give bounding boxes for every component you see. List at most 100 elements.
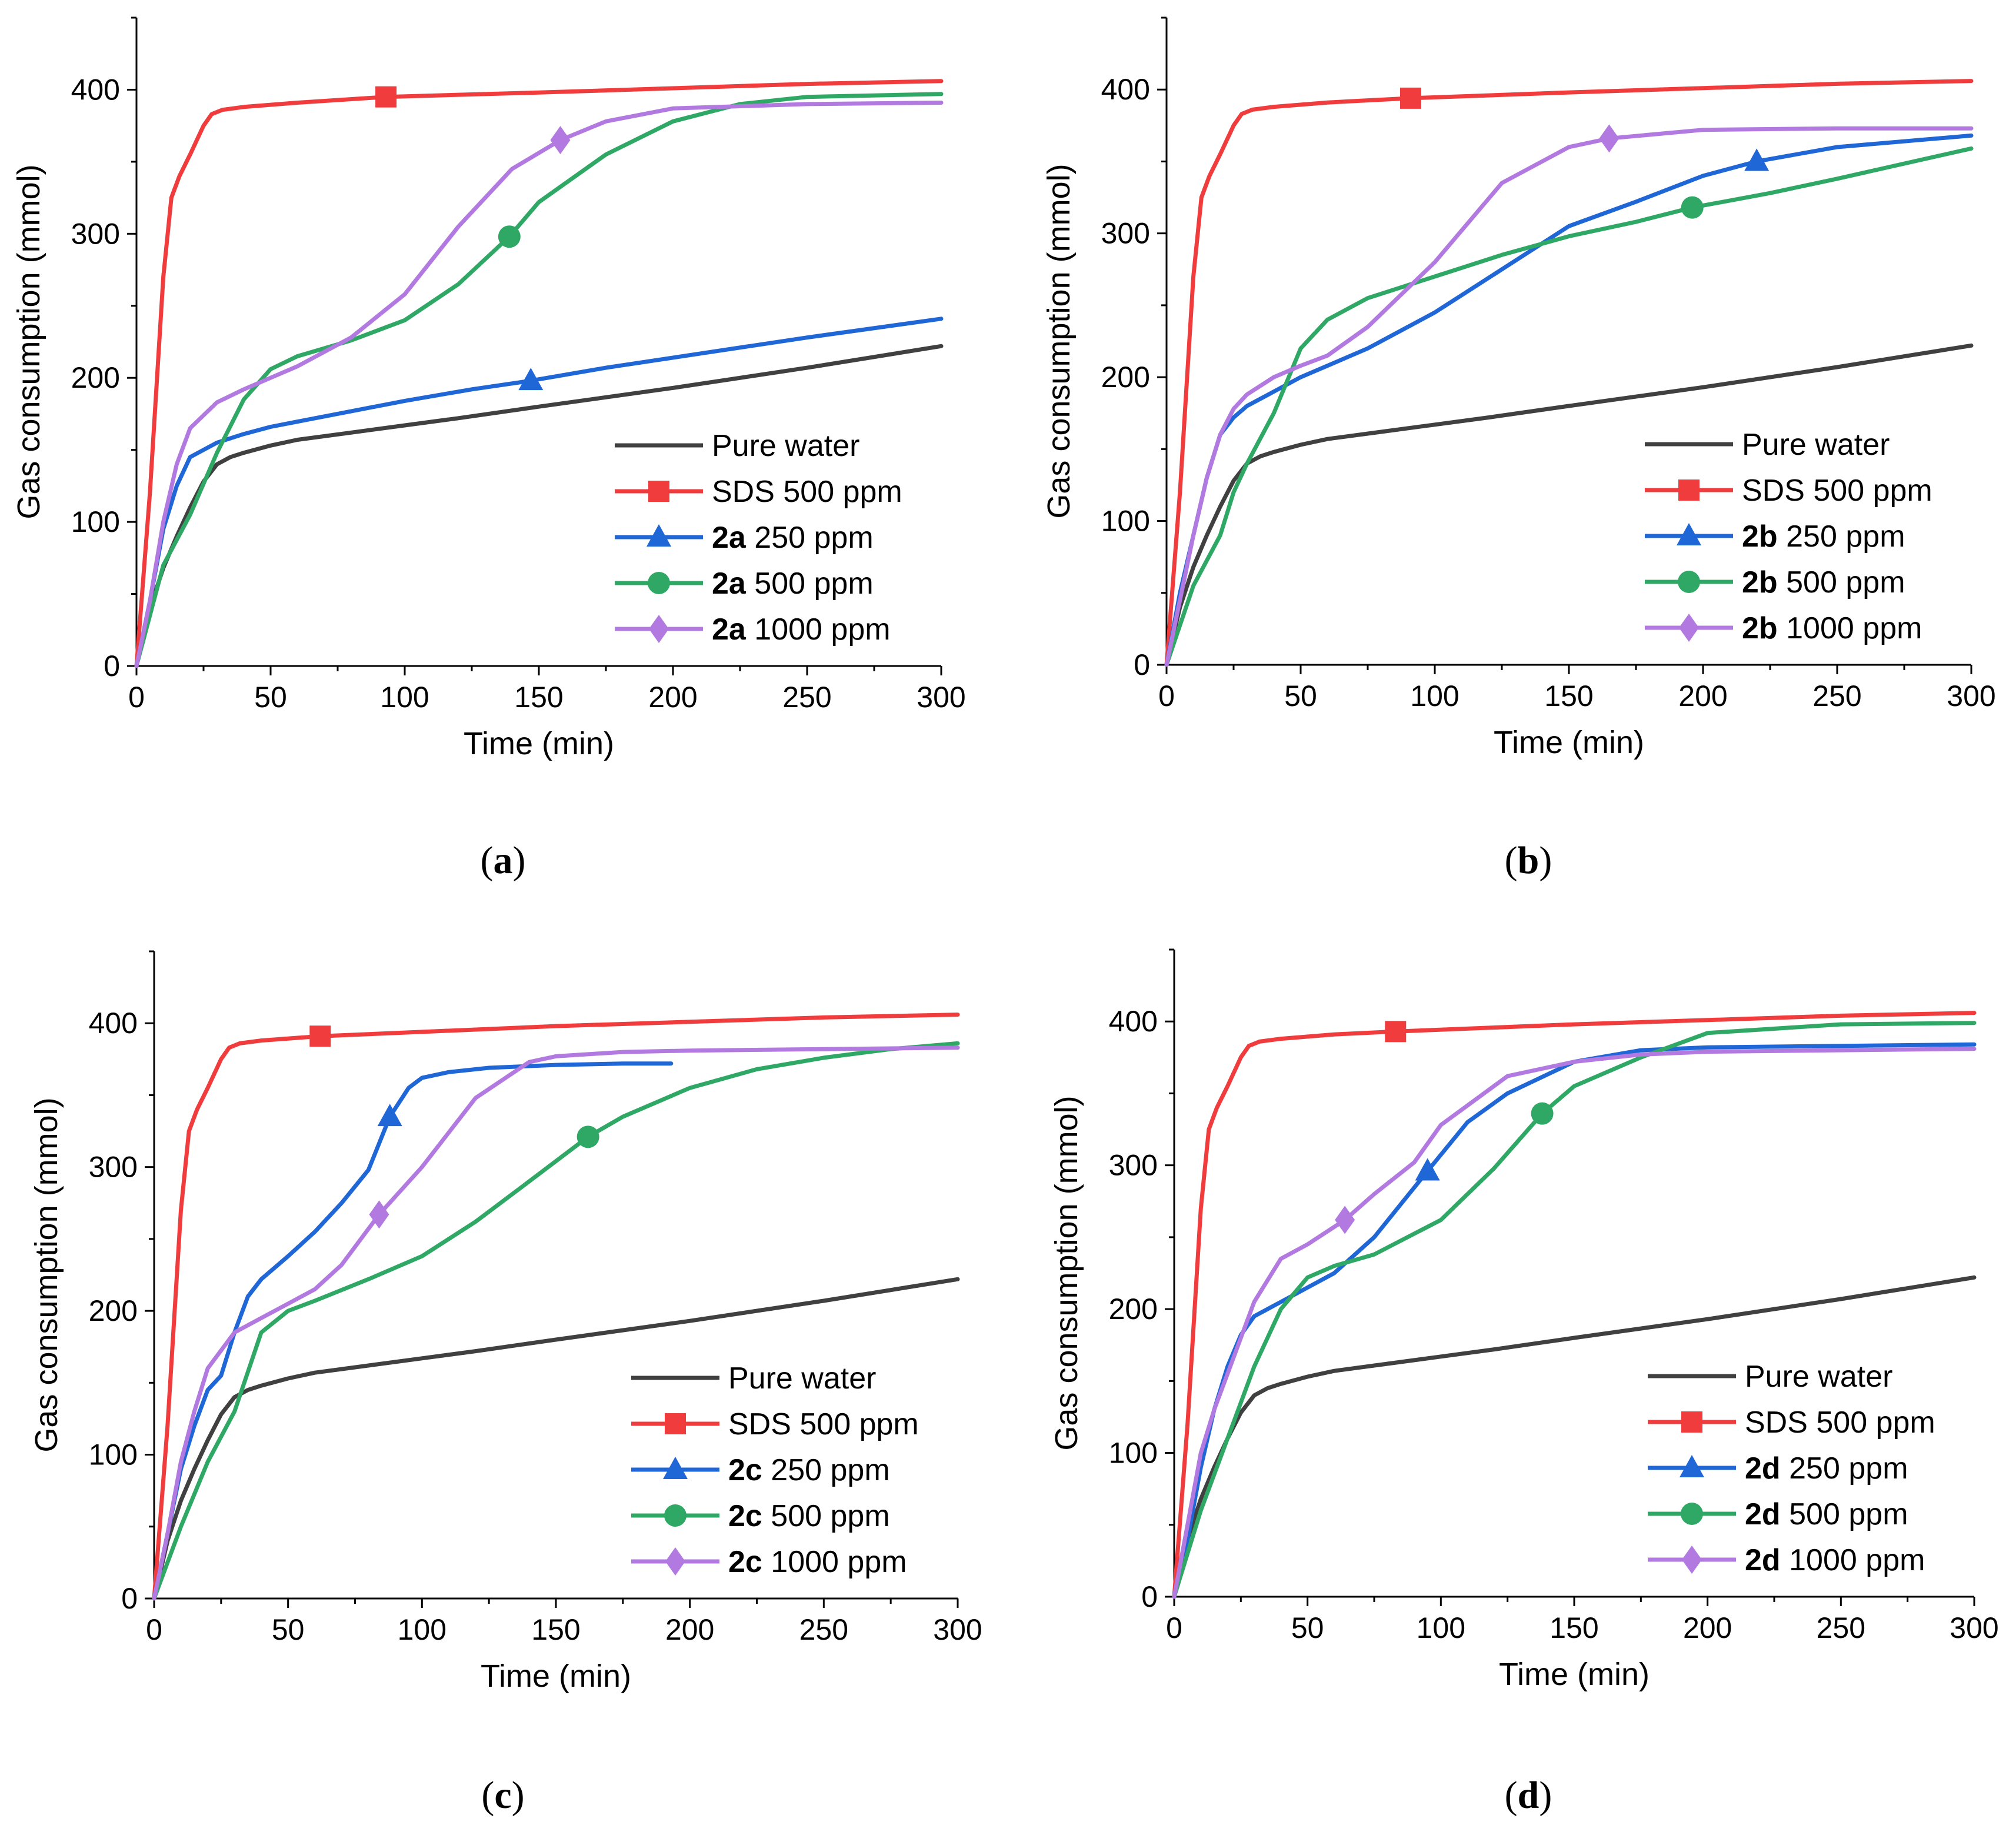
series-marker-sds [309, 1025, 331, 1047]
legend-label-c250: 2b 250 ppm [1742, 519, 1905, 554]
x-axis-label: Time (min) [464, 726, 614, 761]
series-line-c1000 [152, 1045, 960, 1601]
legend-label-c500: 2a 500 ppm [712, 567, 874, 601]
x-tick-label: 0 [146, 1613, 162, 1646]
legend-label-pure_water: Pure water [712, 429, 859, 463]
y-axis-label: Gas consumption (mmol) [29, 1097, 64, 1452]
x-tick-label: 100 [1410, 680, 1459, 712]
chart-a: 0 50 100 150 200 250 300 0 100 200 300 400 Time (min… [11, 16, 966, 761]
series-marker-c500 [1681, 196, 1704, 219]
series-marker-sds [1399, 87, 1421, 109]
x-tick-label: 150 [1544, 680, 1593, 712]
legend-marker-c1000 [665, 1547, 685, 1576]
legend-marker-sds [665, 1413, 686, 1434]
legend-label-c250: 2c 250 ppm [728, 1453, 890, 1487]
x-tick-label: 300 [1950, 1611, 1998, 1644]
series-marker-c250 [1415, 1158, 1440, 1181]
y-tick-label: 0 [1134, 648, 1150, 681]
y-tick-label: 300 [1101, 217, 1150, 250]
x-tick-label: 200 [1678, 680, 1727, 712]
x-tick-label: 300 [933, 1613, 982, 1646]
x-tick-label: 200 [648, 681, 697, 714]
legend-label-c1000: 2c 1000 ppm [728, 1545, 907, 1579]
chart-d: 0 50 100 150 200 250 300 0 100 200 300 400 Time (min… [1049, 948, 1999, 1692]
legend-marker-sds [1681, 1411, 1702, 1433]
legend-marker-c500 [664, 1504, 687, 1527]
y-tick-label: 100 [71, 505, 120, 538]
x-tick-label: 300 [917, 681, 965, 714]
series-marker-c250 [377, 1104, 402, 1127]
y-tick-label: 0 [121, 1582, 138, 1615]
x-tick-label: 100 [380, 681, 429, 714]
legend-label-c500: 2c 500 ppm [728, 1499, 890, 1533]
y-tick-label: 200 [1109, 1293, 1158, 1326]
x-tick-label: 150 [514, 681, 563, 714]
series-line-sds [1172, 1011, 1977, 1599]
legend-label-c1000: 2b 1000 ppm [1742, 611, 1922, 645]
series-line-sds [134, 79, 944, 668]
series-marker-c250 [1744, 148, 1770, 171]
legend-label-c250: 2d 250 ppm [1745, 1451, 1908, 1486]
x-tick-label: 100 [1417, 1611, 1465, 1644]
series-marker-c500 [1531, 1102, 1554, 1125]
y-tick-label: 0 [104, 650, 120, 682]
y-tick-label: 200 [71, 361, 120, 394]
y-axis-label: Gas consumption (mmol) [1041, 164, 1077, 518]
series-marker-c1000 [550, 126, 571, 155]
chart-b: 0 50 100 150 200 250 300 0 100 200 300 400 Time (min… [1041, 16, 1996, 760]
x-tick-label: 0 [1158, 680, 1175, 712]
x-tick-label: 50 [1284, 680, 1317, 712]
panel-label-a: (a) [480, 839, 526, 882]
y-tick-label: 100 [1109, 1437, 1158, 1470]
panel-c: 0 50 100 150 200 250 300 0 100 200 300 400 Time (min… [0, 917, 1008, 1834]
series-line-c500 [134, 92, 944, 668]
y-tick-label: 400 [71, 73, 120, 106]
series-line-c250 [134, 317, 944, 668]
x-tick-label: 250 [1812, 680, 1861, 712]
x-axis-label: Time (min) [1499, 1657, 1650, 1692]
y-tick-label: 200 [1101, 361, 1150, 394]
series-marker-c500 [498, 225, 521, 248]
legend-label-c1000: 2d 1000 ppm [1745, 1543, 1925, 1577]
legend-label-sds: SDS 500 ppm [1745, 1406, 1935, 1440]
legend-label-c250: 2a 250 ppm [712, 521, 874, 555]
legend-marker-sds [1678, 479, 1700, 501]
legend-marker-c250 [647, 524, 671, 547]
x-tick-label: 250 [799, 1613, 848, 1646]
y-tick-label: 400 [1109, 1005, 1158, 1038]
series-line-c500 [1172, 1021, 1977, 1599]
legend-marker-c1000 [1682, 1546, 1702, 1574]
panel-label-b: (b) [1504, 839, 1552, 882]
panel-a: 0 50 100 150 200 250 300 0 100 200 300 400 Time (min… [0, 0, 1008, 917]
series-marker-c250 [518, 368, 544, 391]
y-tick-label: 400 [1101, 73, 1150, 106]
legend-label-sds: SDS 500 ppm [712, 475, 902, 509]
legend-marker-c250 [1680, 1455, 1704, 1477]
x-tick-label: 250 [782, 681, 831, 714]
legend-marker-c500 [648, 572, 670, 594]
legend-label-c500: 2d 500 ppm [1745, 1497, 1908, 1531]
series-marker-sds [1385, 1021, 1407, 1043]
y-tick-label: 0 [1141, 1580, 1158, 1613]
series-line-c500 [152, 1041, 960, 1601]
panel-d: 0 50 100 150 200 250 300 0 100 200 300 400 Time (min… [1008, 917, 2015, 1834]
legend-marker-sds [648, 481, 669, 502]
x-tick-label: 50 [272, 1613, 305, 1646]
legend-label-pure_water: Pure water [728, 1361, 876, 1396]
legend-label-sds: SDS 500 ppm [728, 1407, 919, 1441]
legend-marker-c1000 [1679, 614, 1699, 642]
series-marker-sds [375, 86, 397, 108]
legend-marker-c1000 [649, 615, 669, 643]
x-tick-label: 200 [665, 1613, 714, 1646]
y-tick-label: 100 [1101, 505, 1150, 538]
x-tick-label: 250 [1817, 1611, 1865, 1644]
legend-label-sds: SDS 500 ppm [1742, 474, 1932, 508]
series-marker-c500 [577, 1125, 599, 1148]
y-tick-label: 400 [89, 1007, 138, 1040]
x-tick-label: 150 [531, 1613, 580, 1646]
legend-label-pure_water: Pure water [1745, 1360, 1892, 1394]
legend-label-c500: 2b 500 ppm [1742, 565, 1905, 600]
series-marker-c1000 [1599, 124, 1620, 153]
x-tick-label: 200 [1683, 1611, 1732, 1644]
legend-label-pure_water: Pure water [1742, 428, 1890, 462]
